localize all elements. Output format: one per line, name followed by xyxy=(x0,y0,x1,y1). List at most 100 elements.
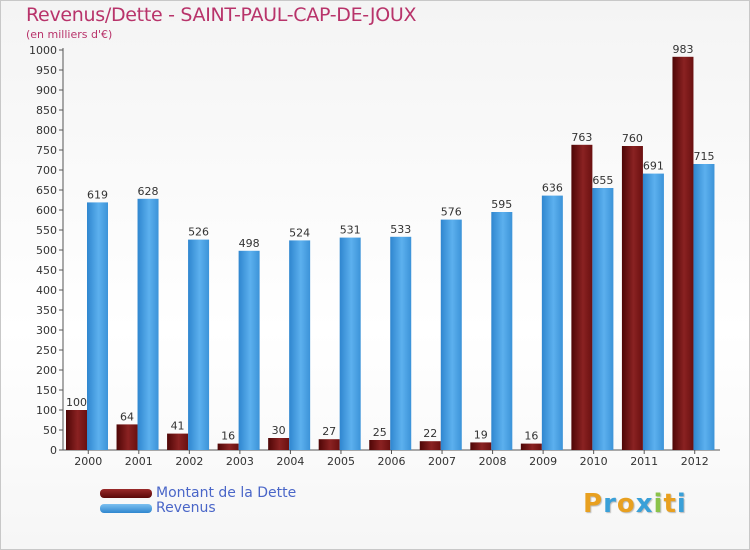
y-tick-label: 650 xyxy=(36,184,57,197)
logo-letter: r xyxy=(603,489,617,519)
y-tick-label: 50 xyxy=(43,424,57,437)
y-tick-label: 250 xyxy=(36,344,57,357)
y-tick-label: 300 xyxy=(36,324,57,337)
revenue-bar xyxy=(491,212,513,450)
data-label: 498 xyxy=(239,237,260,250)
logo-letter: i xyxy=(653,489,664,519)
x-tick-label: 2002 xyxy=(175,455,203,468)
data-label: 25 xyxy=(373,426,387,439)
data-label: 41 xyxy=(171,420,185,433)
legend-swatch-revenus xyxy=(100,504,152,513)
x-tick-label: 2008 xyxy=(479,455,507,468)
data-label: 983 xyxy=(672,43,693,56)
debt-bar xyxy=(66,410,87,450)
revenue-bar xyxy=(693,164,715,450)
data-label: 30 xyxy=(272,424,286,437)
y-tick-label: 450 xyxy=(36,264,57,277)
debt-bar xyxy=(217,443,239,450)
data-label: 619 xyxy=(87,188,108,201)
x-tick-label: 2003 xyxy=(226,455,254,468)
data-label: 100 xyxy=(66,396,87,409)
y-tick-label: 400 xyxy=(36,284,57,297)
x-tick-label: 2007 xyxy=(428,455,456,468)
debt-bar xyxy=(621,146,643,450)
data-label: 636 xyxy=(542,182,563,195)
y-tick-label: 800 xyxy=(36,124,57,137)
data-label: 526 xyxy=(188,226,209,239)
y-tick-label: 950 xyxy=(36,64,57,77)
revenue-bar xyxy=(87,202,108,450)
x-tick-label: 2005 xyxy=(327,455,355,468)
data-label: 19 xyxy=(474,428,488,441)
revenue-bar xyxy=(440,219,462,450)
debt-bar xyxy=(470,442,492,450)
y-tick-label: 200 xyxy=(36,364,57,377)
data-label: 531 xyxy=(340,224,361,237)
debt-bar xyxy=(318,439,340,450)
data-label: 628 xyxy=(138,185,159,198)
data-label: 524 xyxy=(289,226,310,239)
data-label: 763 xyxy=(571,131,592,144)
y-tick-label: 600 xyxy=(36,204,57,217)
legend-swatch-dette xyxy=(100,489,152,498)
y-tick-label: 900 xyxy=(36,84,57,97)
legend-label-dette: Montant de la Dette xyxy=(156,485,297,501)
y-tick-label: 0 xyxy=(50,444,57,457)
proxiti-logo: Proxiti xyxy=(583,489,687,519)
debt-bar xyxy=(672,56,694,451)
y-tick-label: 700 xyxy=(36,164,57,177)
data-label: 16 xyxy=(524,430,538,443)
logo-letter: i xyxy=(676,489,687,519)
data-label: 576 xyxy=(441,206,462,219)
x-tick-label: 2001 xyxy=(125,455,153,468)
debt-bar xyxy=(520,443,542,450)
revenue-bar xyxy=(238,250,260,450)
y-tick-label: 150 xyxy=(36,384,57,397)
data-label: 595 xyxy=(491,198,512,211)
debt-bar xyxy=(116,424,138,450)
y-tick-label: 350 xyxy=(36,304,57,317)
y-tick-label: 500 xyxy=(36,244,57,257)
debt-bar xyxy=(167,433,189,450)
x-tick-label: 2004 xyxy=(276,455,304,468)
debt-bar xyxy=(369,440,391,450)
logo-letter: t xyxy=(663,489,677,519)
data-label: 533 xyxy=(390,223,411,236)
data-label: 691 xyxy=(643,160,664,173)
revenue-bar xyxy=(390,236,412,450)
chart-title: Revenus/Dette - SAINT-PAUL-CAP-DE-JOUX xyxy=(26,4,417,26)
x-tick-label: 2011 xyxy=(630,455,658,468)
y-tick-label: 850 xyxy=(36,104,57,117)
revenue-bar xyxy=(188,239,210,450)
data-label: 64 xyxy=(120,410,134,423)
logo-letter: o xyxy=(616,489,636,519)
y-tick-label: 750 xyxy=(36,144,57,157)
logo-letter: x xyxy=(635,489,654,519)
x-tick-label: 2000 xyxy=(74,455,102,468)
data-label: 715 xyxy=(693,150,714,163)
x-tick-label: 2009 xyxy=(529,455,557,468)
chart-subtitle: (en milliers d'€) xyxy=(26,28,113,41)
revenue-bar xyxy=(541,195,563,450)
x-tick-label: 2012 xyxy=(681,455,709,468)
revenue-bar xyxy=(642,173,664,450)
data-label: 16 xyxy=(221,430,235,443)
data-label: 22 xyxy=(423,427,437,440)
y-tick-label: 550 xyxy=(36,224,57,237)
legend-label-revenus: Revenus xyxy=(156,500,216,516)
data-label: 760 xyxy=(622,132,643,145)
debt-bar xyxy=(268,438,290,450)
revenue-bar xyxy=(289,240,311,450)
logo-letter: P xyxy=(583,489,604,519)
x-tick-label: 2010 xyxy=(580,455,608,468)
x-tick-label: 2006 xyxy=(378,455,406,468)
data-label: 655 xyxy=(592,174,613,187)
revenue-bar xyxy=(592,188,614,450)
y-tick-label: 1000 xyxy=(29,44,57,57)
revenue-bar xyxy=(339,237,361,450)
debt-bar xyxy=(419,441,441,450)
y-tick-label: 100 xyxy=(36,404,57,417)
revenue-bar xyxy=(137,198,159,450)
debt-bar xyxy=(571,144,593,451)
